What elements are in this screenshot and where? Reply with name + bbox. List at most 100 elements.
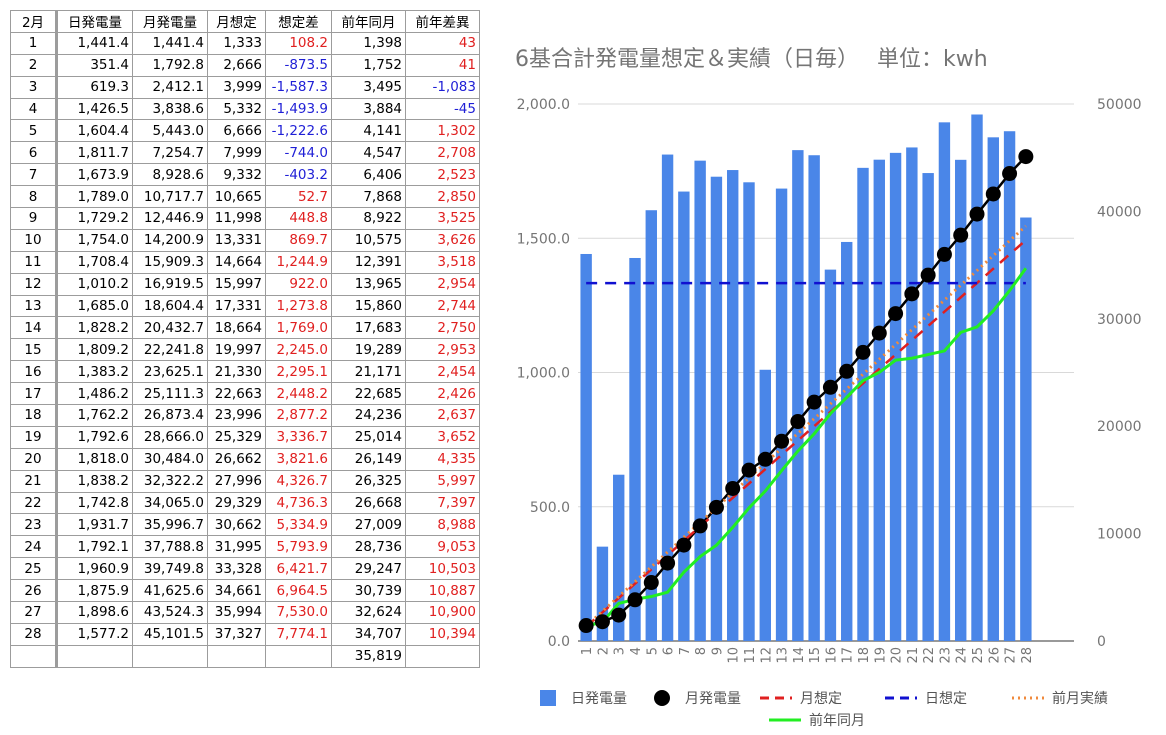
legend-label: 日発電量: [571, 691, 627, 707]
cell-day: 28: [10, 622, 57, 646]
y-tick-label-right: 20000: [1097, 419, 1142, 435]
y-tick-label-left: 1,000.0: [517, 366, 570, 382]
cell-day: 21: [10, 469, 57, 493]
cell-daily: 1,789.0: [55, 185, 133, 209]
x-tick-label: 24: [955, 647, 970, 664]
x-tick-label: 1: [580, 647, 595, 655]
cell-daily: 1,685.0: [55, 294, 133, 318]
x-tick-label: 25: [971, 647, 986, 664]
marker-monthly: [855, 344, 871, 360]
cell-plan: 23,996: [207, 404, 266, 427]
marker-monthly: [920, 267, 936, 283]
y-tick-label-left: 2,000.0: [517, 97, 570, 113]
cell-prevdiff: 2,750: [405, 316, 480, 340]
legend-swatch: [540, 690, 556, 706]
cell-day: 15: [10, 338, 57, 362]
cell-plan: 30,662: [207, 513, 266, 537]
header-plan: 月想定: [207, 10, 266, 33]
bar-daily: [1020, 217, 1032, 642]
cell-prev: 26,149: [331, 447, 406, 471]
series-line: [585, 155, 1027, 627]
marker-monthly: [936, 246, 952, 262]
table-row: 16 1,383.2 23,625.1 21,330 2,295.1 21,171 2,45…: [10, 360, 480, 384]
marker-monthly: [839, 363, 855, 379]
cell-diff: 6,421.7: [265, 557, 332, 581]
cell-plan: 37,327: [207, 622, 266, 646]
y-axis-left-labels: 0.0 500.0 1,000.0 1,500.0 2,000.0: [517, 97, 570, 650]
cell-plan: 25,329: [207, 425, 266, 449]
cell-diff: 1,273.8: [265, 294, 332, 318]
cell-monthly: 41,625.6: [132, 579, 208, 603]
table-row: 26 1,875.9 41,625.6 34,661 6,964.5 30,739 10,8…: [10, 579, 480, 603]
cell-monthly: 20,432.7: [132, 316, 208, 340]
cell-prev: 17,683: [331, 316, 406, 340]
x-tick-label: 10: [727, 647, 742, 664]
bar-daily: [645, 210, 657, 641]
y-tick-label-right: 10000: [1097, 527, 1142, 543]
x-tick-label: 16: [824, 647, 839, 664]
marker-monthly: [692, 518, 708, 534]
cell-diff: 922.0: [265, 272, 332, 296]
cell-plan: 29,329: [207, 491, 266, 515]
table-row: 27 1,898.6 43,524.3 35,994 7,530.0 32,624 10,9…: [10, 601, 480, 624]
marker-monthly: [1018, 149, 1034, 165]
bar-daily: [694, 160, 706, 641]
cell-prev: 10,575: [331, 228, 406, 252]
cell-day: 12: [10, 272, 57, 296]
cell-monthly: 22,241.8: [132, 338, 208, 362]
cell-plan: 1,333: [207, 31, 266, 55]
cell-monthly: 32,322.2: [132, 469, 208, 493]
cell-plan: 26,662: [207, 447, 266, 471]
data-table: 2月 日発電量 月発電量 月想定 想定差 前年同月 前年差異 1 1,441.4 1…: [10, 10, 480, 668]
x-tick-label: 15: [808, 647, 823, 664]
cell-prevdiff: 8,988: [405, 513, 480, 537]
marker-monthly: [953, 227, 969, 243]
x-tick-label: 23: [938, 647, 953, 664]
bar-daily: [775, 188, 788, 641]
x-tick-label: 6: [662, 647, 677, 655]
cell-prevdiff: 2,637: [405, 404, 480, 427]
cell-monthly: 18,604.4: [132, 294, 208, 318]
cell-plan: 13,331: [207, 228, 266, 252]
cell-daily: 1,383.2: [55, 360, 133, 384]
header-prev: 前年同月: [331, 10, 406, 33]
table-row: 15 1,809.2 22,241.8 19,997 2,245.0 19,289 2,95…: [10, 338, 480, 362]
cell-daily: 1,673.9: [55, 163, 133, 187]
cell-prev: 35,819: [331, 644, 406, 668]
marker-monthly: [985, 186, 1001, 202]
y-tick-label-right: 40000: [1097, 204, 1142, 220]
table-row: 4 1,426.5 3,838.6 5,332 -1,493.9 3,884 -45: [10, 97, 480, 121]
cell-prev: 32,624: [331, 601, 406, 624]
cell-prev: 19,289: [331, 338, 406, 362]
cell-prevdiff: 3,626: [405, 228, 480, 252]
bar-daily: [987, 137, 999, 641]
cell-prevdiff: 4,335: [405, 447, 480, 471]
bar-daily: [629, 257, 641, 641]
table-row: 35,819: [10, 644, 480, 668]
bar-daily: [857, 167, 869, 641]
cell-monthly: 28,666.0: [132, 425, 208, 449]
x-tick-label: 20: [890, 647, 905, 664]
bar-daily: [661, 154, 674, 642]
cell-monthly: 5,443.0: [132, 119, 208, 143]
cell-prevdiff: -45: [405, 97, 480, 121]
y-axis-right-labels: 0 10000 20000 30000 40000 50000: [1097, 97, 1142, 650]
bar-daily: [727, 170, 739, 641]
cell-day: 11: [10, 250, 57, 274]
table-row: 17 1,486.2 25,111.3 22,663 2,448.2 22,685 2,42…: [10, 382, 480, 406]
cell-daily: 1,708.4: [55, 250, 133, 274]
header-month: 2月: [10, 10, 57, 33]
legend-label: 月想定: [800, 691, 842, 707]
cell-daily: 1,486.2: [55, 382, 133, 406]
cell-plan: 34,661: [207, 579, 266, 603]
cell-plan: 15,997: [207, 272, 266, 296]
x-tick-label: 17: [841, 647, 856, 664]
cell-monthly: 14,200.9: [132, 228, 208, 252]
x-axis-labels: 1 2 3 4 5 6 7 8 9 10 11 12 13 14 15 16 17 18 19 20 21 22 23 24 2…: [580, 647, 1035, 664]
data-table-container: 2月 日発電量 月発電量 月想定 想定差 前年同月 前年差異 1 1,441.4 1…: [10, 10, 480, 668]
bar-daily: [873, 159, 885, 642]
cell-daily: 1,729.2: [55, 207, 133, 230]
cell-monthly: 8,928.6: [132, 163, 208, 187]
cell-diff: 2,245.0: [265, 338, 332, 362]
